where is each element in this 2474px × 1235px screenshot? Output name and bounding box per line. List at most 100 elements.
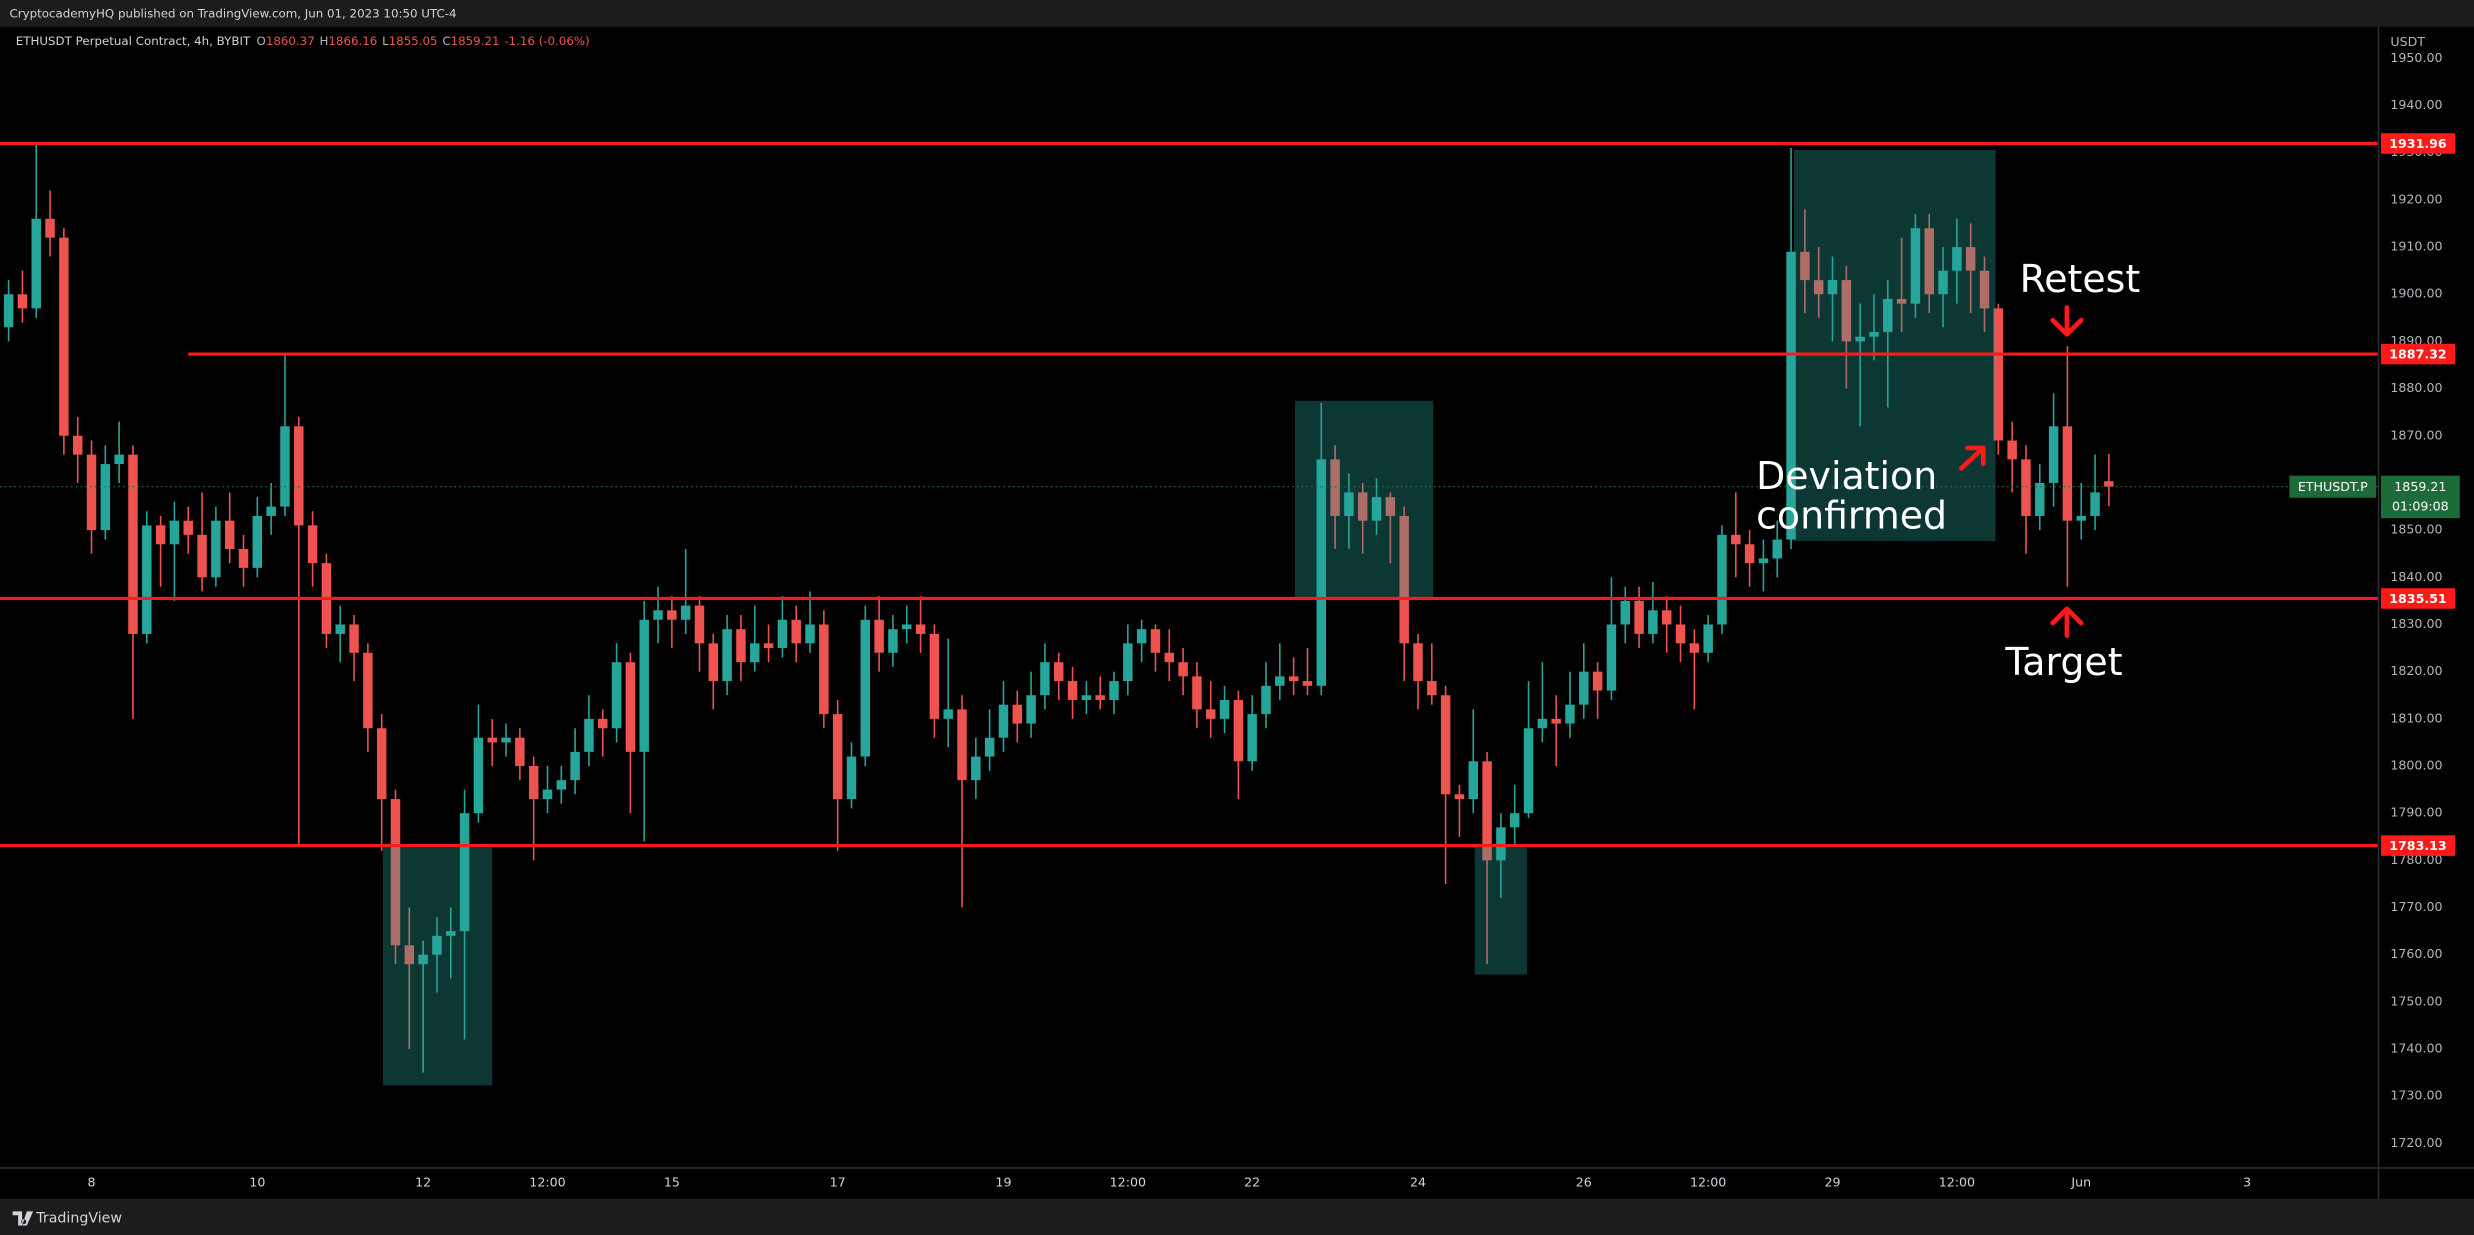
candle-body bbox=[1026, 695, 1036, 724]
candle-body bbox=[736, 629, 746, 663]
x-tick-label: 12:00 bbox=[1690, 1174, 1726, 1189]
candle-body bbox=[1357, 492, 1368, 521]
y-axis-unit: USDT bbox=[2390, 34, 2425, 49]
candle-body bbox=[680, 605, 691, 620]
x-tick-label: 17 bbox=[830, 1174, 846, 1189]
candle-body bbox=[515, 737, 525, 767]
candle-body bbox=[72, 435, 83, 455]
candle-body bbox=[1910, 228, 1921, 304]
candle-body bbox=[1620, 600, 1630, 625]
candle-body bbox=[708, 643, 719, 682]
last-price-bg bbox=[2380, 475, 2460, 519]
x-tick-label: 22 bbox=[1244, 1174, 1260, 1189]
candle-body bbox=[1689, 643, 1700, 653]
candle-body bbox=[819, 624, 829, 715]
candle-body bbox=[846, 756, 857, 800]
candle-body bbox=[1385, 497, 1396, 516]
candle-body bbox=[473, 737, 484, 814]
candle-body bbox=[998, 704, 1009, 738]
ohlc-label: C bbox=[442, 34, 450, 48]
candle-body bbox=[1661, 610, 1672, 625]
level-label-bg bbox=[2380, 588, 2456, 609]
candle-body bbox=[3, 294, 14, 328]
candle-body bbox=[694, 605, 705, 644]
x-tick-label: 12 bbox=[415, 1174, 431, 1189]
level-label: 1931.96 bbox=[2389, 136, 2447, 151]
candle-body bbox=[984, 737, 995, 757]
candle-body bbox=[1579, 671, 1589, 705]
level-label: 1835.51 bbox=[2389, 591, 2446, 606]
candle-body bbox=[418, 954, 428, 965]
candle-body bbox=[1717, 534, 1727, 625]
annotation: confirmed bbox=[1756, 493, 1947, 537]
candle-body bbox=[1040, 662, 1050, 696]
candle-body bbox=[1606, 624, 1617, 691]
level-label-bg bbox=[2380, 835, 2456, 856]
candle-body bbox=[528, 766, 539, 800]
candle-body bbox=[1192, 676, 1202, 710]
legend-header: ETHUSDT Perpetual Contract, 4h, BYBIT O18… bbox=[16, 34, 590, 48]
arrow bbox=[2050, 606, 2084, 639]
axes: 1720.00 1730.00 1740.00 1750.00 1760.00 1770.… bbox=[87, 50, 2456, 1189]
ohlc-label: O bbox=[257, 34, 266, 48]
candle-body bbox=[459, 813, 470, 932]
candle-body bbox=[155, 525, 166, 545]
x-tick-label: 12:00 bbox=[1939, 1174, 1975, 1189]
candle-body bbox=[1744, 544, 1755, 564]
candle-body bbox=[1136, 629, 1147, 644]
plot-area bbox=[0, 141, 2378, 1086]
candle-body bbox=[971, 756, 981, 781]
candle-body bbox=[1675, 624, 1686, 644]
candle-body bbox=[570, 751, 580, 781]
publisher-text: CryptocademyHQ published on TradingView.… bbox=[9, 7, 456, 21]
y-tick-label: 1740.00 bbox=[2390, 1041, 2442, 1056]
candle-body bbox=[86, 454, 97, 531]
y-tick-label: 1870.00 bbox=[2390, 427, 2442, 442]
candle-body bbox=[750, 643, 760, 663]
candle-body bbox=[1109, 681, 1119, 700]
candle-body bbox=[1454, 794, 1465, 800]
candle-body bbox=[114, 454, 124, 465]
y-tick-label: 1800.00 bbox=[2390, 758, 2442, 773]
candle-body bbox=[1095, 695, 1105, 700]
candle-body bbox=[1965, 247, 1976, 271]
ohlc-value: 1855.05 bbox=[389, 34, 438, 48]
candle-body bbox=[335, 624, 345, 634]
logo bbox=[12, 1211, 34, 1226]
candle-body bbox=[2062, 426, 2073, 521]
candle-body bbox=[874, 619, 884, 653]
candle-body bbox=[238, 548, 249, 568]
candle-body bbox=[1883, 298, 1893, 332]
candle-body bbox=[1813, 280, 1824, 295]
level-label-bg bbox=[2380, 343, 2456, 365]
candle-body bbox=[1772, 539, 1782, 559]
candle-body bbox=[1330, 459, 1340, 516]
candle-body bbox=[722, 629, 732, 682]
candle-body bbox=[1081, 695, 1092, 700]
arrow bbox=[1958, 445, 1986, 471]
ohlc-value: 1866.16 bbox=[328, 34, 377, 48]
candle-body bbox=[183, 520, 193, 535]
candle-body bbox=[1827, 280, 1838, 295]
x-tick-label: 10 bbox=[249, 1174, 265, 1189]
x-tick-label: 24 bbox=[1410, 1174, 1426, 1189]
candle-body bbox=[2076, 515, 2086, 521]
zone bbox=[383, 847, 493, 1086]
y-tick-label: 1810.00 bbox=[2390, 710, 2442, 725]
candle-body bbox=[1896, 298, 1907, 304]
candle-body bbox=[1509, 813, 1520, 828]
candle-body bbox=[1800, 251, 1810, 281]
candle-body bbox=[1758, 558, 1769, 564]
zone bbox=[1793, 149, 1996, 541]
candle-body bbox=[556, 780, 567, 790]
candle-body bbox=[1233, 699, 1244, 762]
candle-body bbox=[639, 619, 649, 752]
level-label: 1887.32 bbox=[2389, 346, 2446, 361]
candle-body bbox=[1288, 676, 1299, 682]
x-tick-label: 3 bbox=[2243, 1174, 2251, 1189]
candle-body bbox=[294, 426, 304, 526]
candle-body bbox=[17, 294, 28, 309]
candle-body bbox=[2104, 481, 2114, 487]
last-price-label: 1859.21 bbox=[2394, 479, 2446, 494]
